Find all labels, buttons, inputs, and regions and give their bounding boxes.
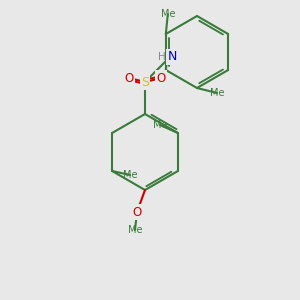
Text: Me: Me	[123, 170, 137, 180]
Text: S: S	[141, 76, 149, 88]
Text: N: N	[167, 50, 177, 64]
Text: Me: Me	[153, 120, 167, 130]
Text: O: O	[124, 71, 134, 85]
Text: Me: Me	[128, 225, 142, 235]
Text: O: O	[132, 206, 142, 218]
Text: Me: Me	[210, 88, 224, 98]
Text: O: O	[156, 71, 166, 85]
Text: H: H	[158, 52, 166, 62]
Text: Me: Me	[160, 9, 175, 19]
